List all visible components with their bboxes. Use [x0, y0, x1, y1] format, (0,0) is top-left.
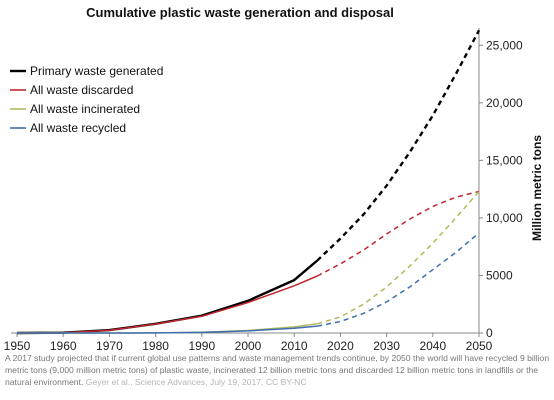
- chart-area: Cumulative plastic waste generation and …: [4, 5, 544, 350]
- x-tick-label: 2010: [281, 339, 308, 350]
- legend-label-all-waste-incinerated: All waste incinerated: [30, 102, 140, 116]
- x-tick-label: 1970: [96, 339, 123, 350]
- chart-title: Cumulative plastic waste generation and …: [86, 5, 394, 20]
- x-tick-label: 2020: [327, 339, 354, 350]
- legend-label-primary-waste-generated: Primary waste generated: [30, 64, 163, 78]
- x-tick-label: 2000: [235, 339, 262, 350]
- legend-label-all-waste-recycled: All waste recycled: [30, 121, 126, 135]
- y-tick-label: 20,000: [486, 96, 523, 110]
- y-tick-label: 0: [486, 326, 493, 340]
- series-all-waste-incinerated-projection: [317, 190, 480, 325]
- x-tick-label: 1960: [50, 339, 77, 350]
- series-all-waste-recycled-line: [17, 325, 318, 334]
- y-tick-label: 5000: [486, 268, 513, 282]
- figure-caption: A 2017 study projected that if current g…: [5, 352, 551, 388]
- y-tick-label: 25,000: [486, 38, 523, 52]
- legend: Primary waste generated All waste discard…: [10, 64, 163, 135]
- series-all-waste-discarded-projection: [316, 190, 480, 277]
- line-chart: Cumulative plastic waste generation and …: [4, 5, 544, 350]
- series-primary-waste-generated-projection: [316, 29, 481, 262]
- series-all-waste-discarded-line: [16, 275, 318, 334]
- x-tick-label: 2030: [373, 339, 400, 350]
- y-tick-label: 15,000: [486, 153, 523, 167]
- caption-text: A 2017 study projected that if current g…: [5, 353, 550, 387]
- legend-label-all-waste-discarded: All waste discarded: [30, 83, 133, 97]
- plot-layer: 1950 1960 1970 1980 1990 2000 2010 2020 2030 2040…: [4, 28, 523, 350]
- series-all-waste-recycled-projection: [317, 232, 480, 327]
- x-tick-label: 2040: [419, 339, 446, 350]
- x-tick-label: 1950: [4, 339, 31, 350]
- y-tick-label: 10,000: [486, 211, 523, 225]
- x-tick-label: 2050: [466, 339, 493, 350]
- y-axis-label: Million metric tons: [530, 135, 544, 241]
- caption-credit: Geyer et al., Science Advances, July 19,…: [85, 377, 307, 387]
- x-tick-label: 1980: [142, 339, 169, 350]
- x-tick-label: 1990: [188, 339, 215, 350]
